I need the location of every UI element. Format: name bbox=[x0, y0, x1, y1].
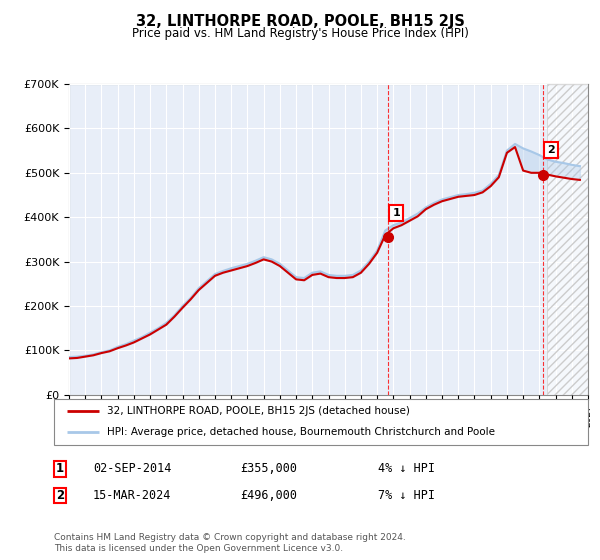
Text: Contains HM Land Registry data © Crown copyright and database right 2024.
This d: Contains HM Land Registry data © Crown c… bbox=[54, 533, 406, 553]
Text: 7% ↓ HPI: 7% ↓ HPI bbox=[378, 489, 435, 502]
Text: HPI: Average price, detached house, Bournemouth Christchurch and Poole: HPI: Average price, detached house, Bour… bbox=[107, 427, 496, 437]
Text: Price paid vs. HM Land Registry's House Price Index (HPI): Price paid vs. HM Land Registry's House … bbox=[131, 27, 469, 40]
Text: £355,000: £355,000 bbox=[240, 462, 297, 475]
Text: 32, LINTHORPE ROAD, POOLE, BH15 2JS: 32, LINTHORPE ROAD, POOLE, BH15 2JS bbox=[136, 14, 464, 29]
Text: £496,000: £496,000 bbox=[240, 489, 297, 502]
Text: 02-SEP-2014: 02-SEP-2014 bbox=[93, 462, 172, 475]
FancyBboxPatch shape bbox=[54, 399, 588, 445]
Text: 15-MAR-2024: 15-MAR-2024 bbox=[93, 489, 172, 502]
Text: 4% ↓ HPI: 4% ↓ HPI bbox=[378, 462, 435, 475]
Text: 1: 1 bbox=[56, 462, 64, 475]
Text: 32, LINTHORPE ROAD, POOLE, BH15 2JS (detached house): 32, LINTHORPE ROAD, POOLE, BH15 2JS (det… bbox=[107, 406, 410, 416]
Text: 2: 2 bbox=[56, 489, 64, 502]
Text: 2: 2 bbox=[547, 145, 555, 155]
Text: 1: 1 bbox=[392, 208, 400, 218]
